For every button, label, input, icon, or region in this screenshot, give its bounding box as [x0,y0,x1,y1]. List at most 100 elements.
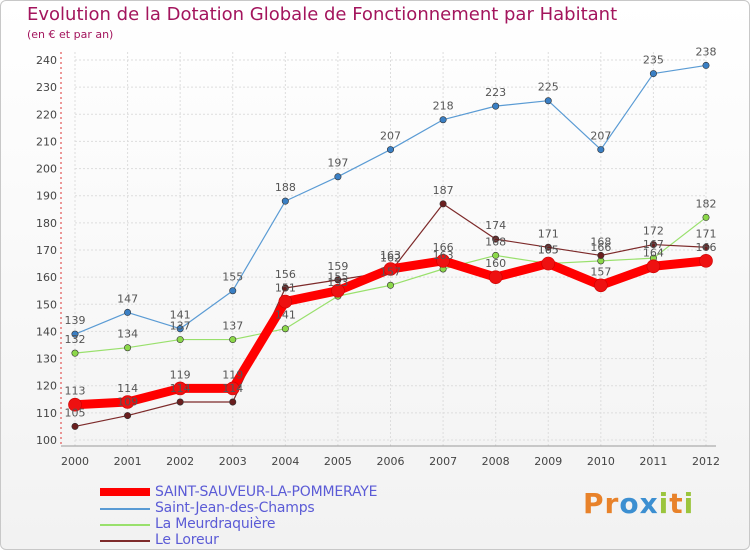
y-tick-label: 150 [36,298,57,311]
data-point [281,325,289,333]
data-point [699,254,713,268]
data-label: 197 [327,157,348,170]
data-point [124,412,132,420]
data-label: 207 [590,130,611,143]
data-label: 164 [643,246,664,259]
legend: SAINT-SAUVEUR-LA-POMMERAYE Saint-Jean-des… [100,484,440,549]
data-label: 155 [222,271,243,284]
data-point [124,308,132,316]
data-point [544,243,552,251]
y-tick-label: 190 [36,190,57,203]
data-label: 165 [538,244,559,257]
data-label: 157 [590,265,611,278]
data-label: 139 [65,314,86,327]
x-tick-label: 2001 [114,455,142,468]
data-point [71,349,79,357]
legend-label: SAINT-SAUVEUR-LA-POMMERAYE [155,484,378,500]
data-point [173,381,187,396]
y-tick-label: 140 [36,325,57,338]
legend-item: Le Loreur [100,532,440,549]
data-point [124,344,132,352]
data-point [439,200,447,208]
data-point [176,398,184,406]
data-point [120,395,135,409]
data-point [436,254,450,268]
data-label: 157 [380,265,401,278]
data-label: 137 [170,320,191,333]
legend-swatch [100,524,150,526]
data-label: 166 [696,241,717,254]
x-tick-label: 2002 [166,455,194,468]
x-tick-label: 2007 [429,455,457,468]
data-point [281,197,289,205]
chart-title: Evolution de la Dotation Globale de Fonc… [27,4,618,25]
data-label: 114 [222,382,243,395]
y-tick-label: 100 [36,434,57,447]
data-label: 114 [117,382,138,395]
data-label: 174 [485,219,506,232]
data-label: 167 [643,238,664,251]
data-label: 163 [380,249,401,262]
legend-swatch [100,540,150,542]
data-label: 166 [590,241,611,254]
legend-label: La Meurdraquière [155,516,276,532]
data-label: 151 [275,282,296,295]
data-label: 235 [643,54,664,67]
data-point [386,281,394,289]
data-point [71,330,79,338]
x-tick-label: 2010 [587,455,615,468]
legend-swatch [100,508,150,510]
data-point [702,243,710,251]
data-label: 141 [170,309,191,322]
data-label: 137 [222,320,243,333]
data-label: 168 [590,235,611,248]
data-label: 119 [222,368,243,381]
data-label: 182 [696,197,717,210]
data-label: 171 [538,227,559,240]
data-label: 171 [696,227,717,240]
y-tick-label: 240 [36,54,57,67]
data-label: 187 [433,184,454,197]
y-tick-label: 200 [36,163,57,176]
y-tick-label: 180 [36,217,57,230]
data-label: 163 [433,249,454,262]
y-tick-label: 160 [36,271,57,284]
x-tick-label: 2000 [61,455,89,468]
data-point [176,325,184,333]
data-point [649,241,657,249]
data-point [646,259,661,274]
y-tick-label: 210 [36,135,57,148]
data-point [597,251,605,259]
data-label: 155 [327,271,348,284]
data-point [68,397,82,412]
data-label: 162 [380,252,401,265]
data-point [176,336,184,344]
data-label: 218 [433,100,454,113]
data-label: 160 [485,257,506,270]
data-point [334,173,342,181]
y-tick-label: 170 [36,244,57,257]
data-point [541,256,556,271]
data-label: 156 [275,268,296,281]
legend-label: Saint-Jean-des-Champs [155,500,315,516]
x-tick-label: 2004 [271,455,299,468]
x-tick-label: 2005 [324,455,352,468]
data-label: 113 [65,385,86,398]
data-label: 238 [696,45,717,58]
legend-item: SAINT-SAUVEUR-LA-POMMERAYE [100,484,440,501]
x-tick-label: 2008 [482,455,510,468]
data-label: 153 [327,276,348,289]
data-label: 119 [170,368,191,381]
data-point [383,262,398,276]
data-label: 188 [275,181,296,194]
data-label: 132 [65,333,86,346]
data-point [334,276,342,284]
x-tick-label: 2003 [219,455,247,468]
data-point [649,70,657,78]
data-point [386,146,394,154]
data-point [71,422,79,430]
data-point [492,102,500,110]
chart-subtitle: (en € et par an) [27,28,114,41]
data-label: 225 [538,81,559,94]
